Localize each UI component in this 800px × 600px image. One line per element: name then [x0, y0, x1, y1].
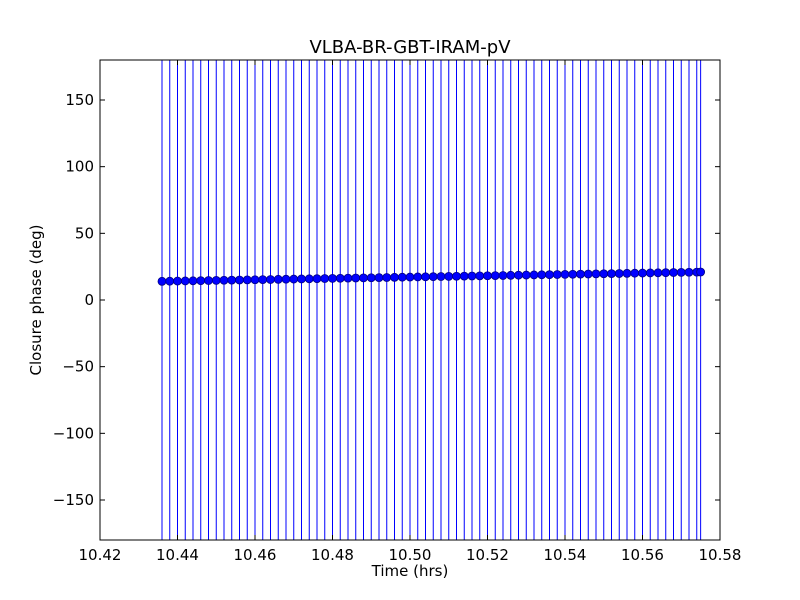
x-tick-label: 10.48	[311, 546, 354, 564]
data-point	[583, 269, 593, 279]
data-point	[242, 275, 252, 285]
data-point	[661, 268, 671, 278]
y-tick-label: 50	[75, 224, 94, 242]
data-points	[157, 267, 706, 286]
data-point	[568, 269, 578, 279]
data-point	[506, 270, 516, 280]
data-point	[258, 275, 268, 285]
data-point	[374, 273, 384, 283]
data-point	[537, 270, 547, 280]
data-point	[413, 272, 423, 282]
error-bars	[161, 60, 702, 540]
data-point	[366, 273, 376, 283]
data-point	[638, 268, 647, 278]
data-point	[459, 271, 469, 281]
data-point	[405, 272, 415, 282]
data-point	[684, 267, 694, 277]
data-point	[289, 274, 299, 284]
x-tick-label: 10.50	[389, 546, 432, 564]
data-point	[273, 274, 283, 284]
x-tick-label: 10.54	[544, 546, 587, 564]
data-point	[467, 271, 477, 281]
data-point	[173, 276, 182, 286]
y-tick-label: −150	[53, 491, 94, 509]
data-point	[359, 273, 368, 283]
data-point	[669, 268, 678, 277]
y-tick-label: −50	[62, 358, 94, 376]
data-point	[390, 272, 399, 282]
data-point	[436, 272, 446, 281]
data-point	[266, 275, 275, 284]
data-point	[676, 267, 686, 277]
data-point	[382, 273, 392, 282]
data-point	[297, 274, 306, 284]
data-point	[490, 271, 500, 281]
data-point	[235, 275, 244, 285]
x-tick-label: 10.58	[699, 546, 742, 564]
data-point	[452, 271, 461, 281]
y-tick-label: 150	[65, 91, 94, 109]
data-point	[529, 270, 539, 280]
data-point	[696, 267, 706, 277]
data-point	[498, 271, 508, 280]
data-point	[335, 273, 345, 283]
data-point	[614, 269, 624, 278]
x-tick-label: 10.52	[466, 546, 509, 564]
x-tick-label: 10.46	[234, 546, 277, 564]
chart-title: VLBA-BR-GBT-IRAM-pV	[309, 37, 511, 58]
data-point	[428, 272, 438, 282]
data-point	[545, 270, 554, 280]
data-point	[645, 268, 655, 278]
y-tick-label: 0	[84, 291, 94, 309]
y-tick-label: 100	[65, 158, 94, 176]
data-point	[397, 272, 407, 282]
data-point	[211, 275, 221, 285]
plot-area	[100, 60, 720, 540]
data-point	[599, 269, 609, 279]
y-axis-label: Closure phase (deg)	[27, 225, 45, 376]
data-point	[157, 276, 167, 286]
data-point	[622, 268, 632, 278]
data-point	[475, 271, 485, 281]
data-point	[444, 271, 454, 281]
data-point	[312, 274, 322, 284]
x-tick-label: 10.42	[79, 546, 122, 564]
x-axis-label: Time (hrs)	[371, 562, 449, 580]
data-point	[320, 274, 330, 283]
data-point	[196, 276, 206, 286]
data-point	[591, 269, 601, 279]
data-point	[165, 276, 175, 286]
data-point	[514, 270, 523, 280]
data-point	[630, 268, 640, 278]
data-point	[219, 275, 229, 285]
data-point	[552, 270, 562, 279]
x-tick-label: 10.44	[156, 546, 199, 564]
data-point	[188, 276, 198, 286]
data-point	[351, 273, 361, 283]
data-point	[483, 271, 492, 281]
data-point	[607, 269, 616, 279]
data-point	[653, 268, 663, 278]
data-point	[281, 274, 291, 284]
data-point	[576, 269, 585, 279]
data-point	[250, 275, 260, 285]
axis-ticks: 10.42 10.44 10.46 10.48 10.50 10.52 10.54 10.56…	[53, 60, 742, 564]
plot-frame	[99, 59, 721, 541]
data-point	[227, 275, 237, 285]
data-point	[304, 274, 314, 284]
x-tick-label: 10.56	[621, 546, 664, 564]
data-point	[328, 273, 337, 283]
data-point	[204, 276, 213, 285]
data-point	[343, 273, 353, 283]
data-point	[560, 269, 570, 279]
data-point	[421, 272, 430, 282]
y-tick-label: −100	[53, 424, 94, 442]
data-point	[180, 276, 190, 286]
data-point	[521, 270, 531, 280]
